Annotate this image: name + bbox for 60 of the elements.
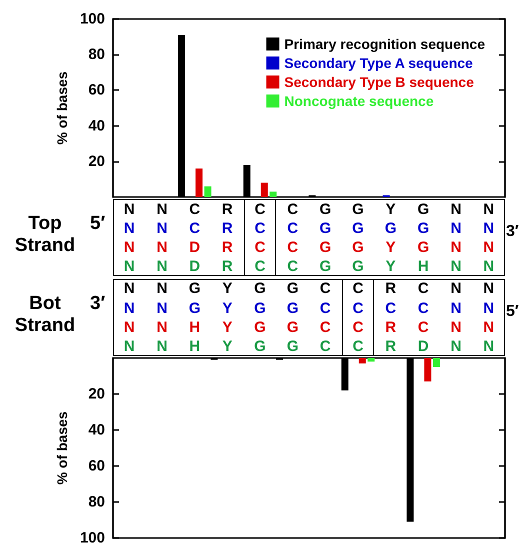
bar xyxy=(196,168,203,197)
x-tick-label: N xyxy=(124,201,135,218)
legend-label: Noncognate sequence xyxy=(284,93,434,109)
x-tick-label: R xyxy=(222,201,233,218)
legend-label: Secondary Type A sequence xyxy=(284,55,474,71)
text: N N H Y G G C C R C N N xyxy=(124,319,494,336)
x-tick-label: N xyxy=(156,280,168,297)
x-tick-label: C xyxy=(254,201,266,218)
bar xyxy=(432,358,440,367)
x-tick-label: C xyxy=(320,280,331,297)
y-tick-label: 60 xyxy=(88,458,105,474)
y-tick-label: 100 xyxy=(80,530,105,546)
bar xyxy=(424,358,432,382)
text: N N D R C C G G Y H N N xyxy=(124,258,494,275)
x-tick-label: G xyxy=(286,280,299,297)
x-tick-label: C xyxy=(352,280,364,297)
text: N N G Y G G C C C C N N xyxy=(124,300,494,317)
y-tick-label: 40 xyxy=(88,422,105,438)
x-tick-label: G xyxy=(188,280,201,297)
text: Bot Strand xyxy=(14,293,76,337)
x-tick-label: N xyxy=(124,280,135,297)
x-tick-label: N xyxy=(450,201,462,218)
y-axis-title: % of bases xyxy=(54,411,70,485)
y-axis-title: % of bases xyxy=(54,71,70,145)
bar xyxy=(270,192,277,197)
y-tick-label: 80 xyxy=(88,46,105,64)
y-tick-label: 40 xyxy=(88,117,105,134)
x-tick-label: G xyxy=(417,201,430,218)
x-tick-label: N xyxy=(156,201,168,218)
text: 5′ xyxy=(506,302,519,322)
x-tick-label: N xyxy=(483,201,494,218)
x-tick-label: G xyxy=(254,280,266,297)
x-tick-label: C xyxy=(287,201,298,218)
x-tick-label: Y xyxy=(222,280,232,297)
y-tick-label: 20 xyxy=(88,386,105,402)
x-tick-label: G xyxy=(319,201,332,218)
text: 3′ xyxy=(506,222,519,242)
y-tick-label: 20 xyxy=(88,152,105,170)
text: N N C R C C G G G G N N xyxy=(124,220,494,237)
text: Top Strand xyxy=(14,213,76,257)
text: N N H Y G G C C R D N N xyxy=(124,338,494,355)
bar xyxy=(368,358,375,362)
legend-label: Secondary Type B sequence xyxy=(284,74,474,90)
text: N N D R C C G G Y G N N xyxy=(124,239,494,256)
x-tick-label: C xyxy=(418,280,429,297)
bar xyxy=(358,358,366,364)
bar xyxy=(204,186,212,197)
x-tick-label: N xyxy=(483,280,494,297)
text: 5′ xyxy=(90,213,106,235)
x-tick-label: C xyxy=(189,201,200,218)
x-tick-label: G xyxy=(352,201,364,218)
bar xyxy=(260,182,268,197)
y-tick-label: 60 xyxy=(88,82,105,99)
y-tick-label: 80 xyxy=(88,494,105,510)
x-tick-label: R xyxy=(385,280,396,297)
x-tick-label: Y xyxy=(386,201,396,218)
x-tick-label: N xyxy=(450,280,462,297)
y-tick-label: 100 xyxy=(80,10,105,28)
text: 3′ xyxy=(90,293,106,315)
legend-label: Primary recognition sequence xyxy=(284,36,486,52)
